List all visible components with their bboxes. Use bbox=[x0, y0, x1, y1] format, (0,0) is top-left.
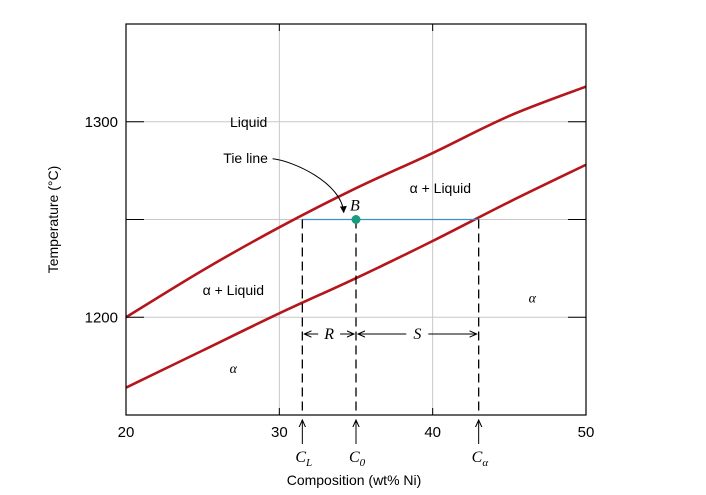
x-tick-label: 50 bbox=[578, 424, 595, 441]
region-label: α + Liquid bbox=[410, 180, 471, 196]
composition-symbol: C bbox=[295, 449, 306, 466]
point-B-label: B bbox=[350, 198, 360, 215]
lever-arm-label: S bbox=[413, 326, 421, 343]
tie-line-arrow bbox=[272, 158, 347, 214]
plot-frame bbox=[125, 23, 587, 416]
x-tick-label: 30 bbox=[271, 424, 288, 441]
lever-arm-label: R bbox=[323, 326, 334, 343]
composition-subscript: 0 bbox=[360, 457, 366, 469]
composition-label: CL bbox=[295, 449, 312, 469]
region-label: α bbox=[230, 362, 238, 377]
composition-label: Cα bbox=[472, 449, 489, 469]
y-tick-label: 1200 bbox=[85, 309, 118, 326]
y-axis-label: Temperature (°C) bbox=[45, 166, 61, 274]
point-B-marker bbox=[351, 215, 361, 224]
composition-symbol: C bbox=[472, 449, 483, 466]
region-label: α bbox=[529, 292, 537, 307]
composition-label: C0 bbox=[349, 449, 366, 469]
composition-subscript: L bbox=[305, 457, 312, 469]
region-label: α + Liquid bbox=[203, 282, 264, 298]
liquidus-line bbox=[125, 85, 587, 319]
composition-subscript: α bbox=[482, 457, 488, 469]
grid-lines bbox=[126, 24, 586, 415]
x-tick-label: 40 bbox=[424, 424, 441, 441]
tie-line-annotation: Tie line bbox=[223, 150, 268, 166]
x-tick-label: 20 bbox=[118, 424, 135, 441]
y-tick-label: 1300 bbox=[85, 114, 118, 131]
x-axis-label: Composition (wt% Ni) bbox=[287, 472, 422, 488]
region-label: Liquid bbox=[230, 114, 267, 130]
diagram-annotations bbox=[272, 158, 479, 444]
composition-symbol: C bbox=[349, 449, 360, 466]
diagram-labels: 20 30 40 50 1200 1300 Composition (wt% Ni) Temp… bbox=[45, 114, 594, 488]
